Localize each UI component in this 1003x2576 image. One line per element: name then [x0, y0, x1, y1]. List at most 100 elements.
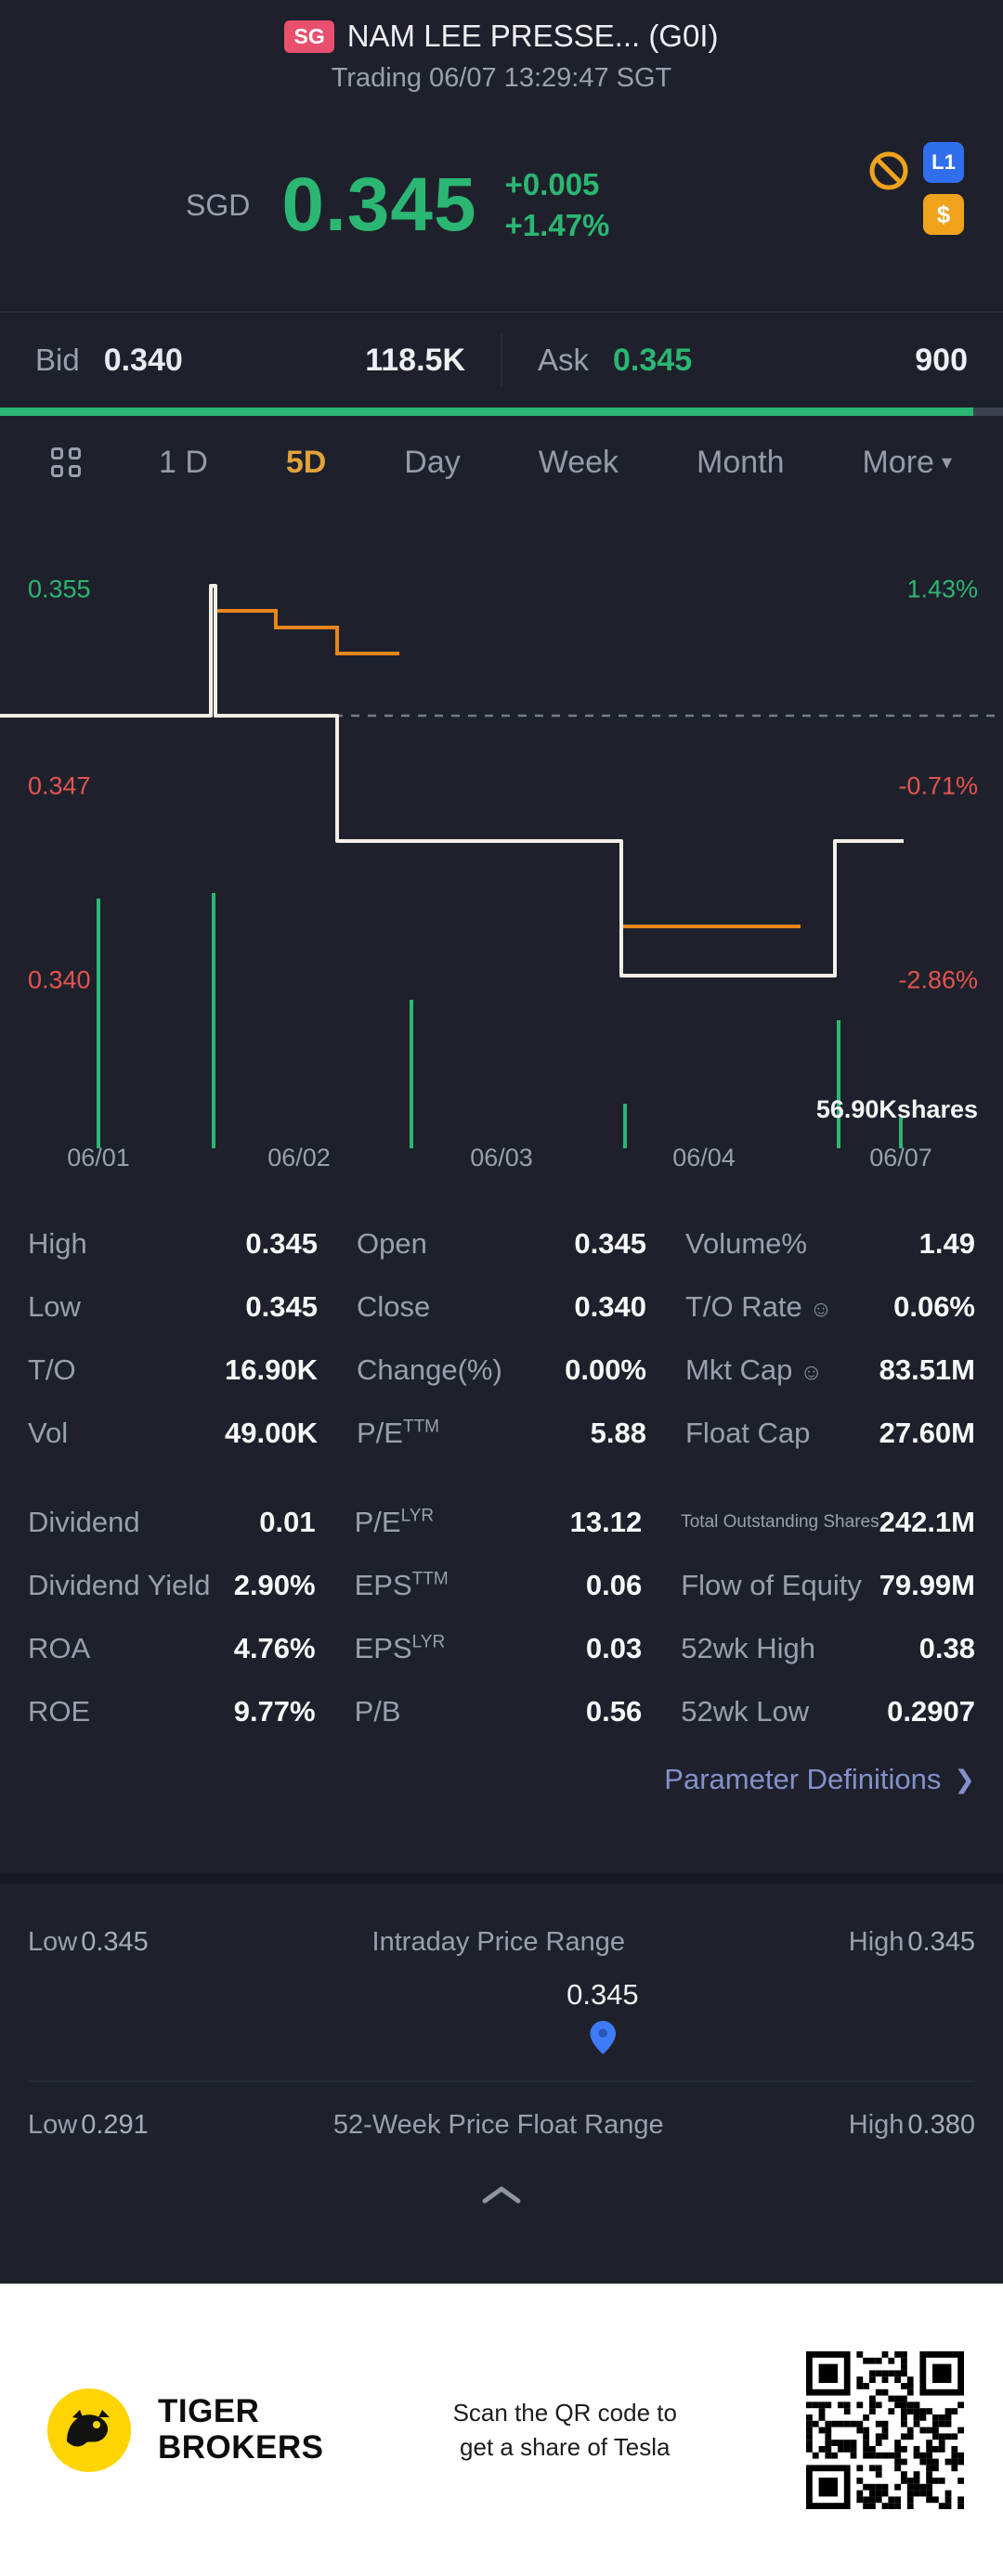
stat-value: 0.01: [259, 1506, 316, 1538]
brand-line1: TIGER: [158, 2393, 260, 2429]
parameter-definitions-link[interactable]: Parameter Definitions ❯: [28, 1758, 975, 1801]
tab-month[interactable]: Month: [697, 444, 785, 480]
stat-dividend-yield: Dividend Yield 2.90%: [28, 1554, 316, 1617]
stat-value: 0.345: [245, 1290, 318, 1323]
tab-day[interactable]: Day: [404, 444, 461, 480]
location-pin-icon: [590, 2021, 616, 2054]
stat-roe: ROE 9.77%: [28, 1680, 316, 1743]
parameter-definitions-label: Parameter Definitions: [664, 1763, 942, 1795]
tab-week[interactable]: Week: [538, 444, 619, 480]
y-axis-price-low: 0.340: [28, 965, 91, 994]
currency-conversion-badge[interactable]: $: [923, 194, 964, 235]
last-price: 0.345: [281, 162, 477, 247]
title-row: SG NAM LEE PRESSE... (G0I): [0, 19, 1003, 54]
intraday-range-row: Low 0.345 Intraday Price Range High 0.345: [28, 1927, 975, 1958]
tab-5d[interactable]: 5D: [285, 444, 327, 480]
stat-value: 0.56: [585, 1695, 643, 1728]
x-axis-date: 06/03: [470, 1144, 533, 1171]
collapse-button[interactable]: [474, 2183, 529, 2206]
stat-eps-lyr: EPSLYR 0.03: [355, 1617, 643, 1680]
stat-value: 79.99M: [879, 1569, 975, 1601]
week52-high: High 0.380: [848, 2110, 975, 2140]
l1-quote-badge[interactable]: L1: [923, 142, 964, 183]
qr-code: [806, 2350, 964, 2509]
tab-more[interactable]: More ▾: [862, 445, 952, 481]
info-icon[interactable]: ☺: [809, 1297, 833, 1322]
volume-share-label: 56.90Kshares: [815, 1095, 978, 1123]
y-axis-price-high: 0.355: [28, 575, 91, 603]
stat-p-e-ttm: P/ETTM 5.88: [357, 1402, 646, 1465]
price-change: +0.005: [504, 167, 600, 201]
current-price-label: 0.345: [567, 1978, 639, 2011]
y-axis-pct-mid: -0.71%: [898, 771, 978, 800]
section-divider: [0, 1873, 1003, 1884]
bid-price: 0.340: [103, 342, 183, 378]
stat-p-b: P/B 0.56: [355, 1680, 643, 1743]
stat-label: Change(%): [357, 1353, 502, 1386]
brand-line2: BROKERS: [158, 2428, 324, 2466]
chart-canvas[interactable]: [0, 524, 1003, 1188]
stat-value: 9.77%: [233, 1695, 316, 1728]
stat-open: Open 0.345: [357, 1212, 646, 1275]
ask-label: Ask: [538, 343, 590, 377]
stat-label: Dividend Yield: [28, 1569, 211, 1601]
stat-label: 52wk Low: [681, 1695, 810, 1728]
info-icon[interactable]: ☺: [800, 1360, 823, 1385]
price-chart[interactable]: 0.355 0.347 0.340 1.43% -0.71% -2.86% 56…: [0, 524, 1003, 1188]
stat-label: Close: [357, 1290, 431, 1323]
stat-flow-of-equity: Flow of Equity 79.99M: [681, 1554, 975, 1617]
bid-side[interactable]: Bid 0.340 118.5K: [0, 343, 501, 379]
tab-1d[interactable]: 1 D: [158, 444, 208, 480]
stat-value: 83.51M: [879, 1353, 975, 1386]
stat-label: Float Cap: [685, 1417, 811, 1449]
exchange-badge: SG: [284, 19, 334, 53]
stat-value: 4.76%: [233, 1632, 316, 1664]
stat-value: 0.38: [918, 1632, 975, 1664]
stat-mkt-cap: Mkt Cap ☺ 83.51M: [685, 1339, 975, 1402]
bid-label: Bid: [35, 343, 80, 377]
stat-roa: ROA 4.76%: [28, 1617, 316, 1680]
week52-slider: 0.345: [28, 1978, 975, 2088]
ask-side[interactable]: Ask 0.345 900: [502, 343, 1003, 379]
stat-value: 0.06%: [893, 1290, 975, 1323]
week52-range-title: 52-Week Price Float Range: [332, 2110, 664, 2140]
trading-status: Trading 06/07 13:29:47 SGT: [331, 63, 672, 93]
vertical-divider: [501, 334, 502, 386]
stat-value: 2.90%: [233, 1569, 316, 1601]
stats-panel: High 0.345 Open 0.345 Volume% 1.49 Low 0.345 Clo…: [0, 1212, 1003, 1801]
period-tabs: 1 D 5D Day Week Month More ▾: [0, 416, 1003, 509]
stat-low: Low 0.345: [28, 1275, 318, 1339]
brand-name: TIGER BROKERS: [158, 2393, 324, 2466]
stat-label: ROA: [28, 1632, 91, 1664]
stat-value: 0.06: [585, 1569, 643, 1601]
chevron-up-icon: [482, 2186, 521, 2204]
stat-value: 0.2907: [887, 1695, 975, 1728]
stat-label: Mkt Cap ☺: [685, 1353, 823, 1386]
bid-ask-panel[interactable]: Bid 0.340 118.5K Ask 0.345 900: [0, 313, 1003, 408]
stat-eps-ttm: EPSTTM 0.06: [355, 1554, 643, 1617]
stat-value: 5.88: [590, 1417, 646, 1449]
current-price-marker: 0.345: [567, 1978, 639, 2059]
stat-label: EPSTTM: [354, 1569, 449, 1601]
stat-label: Low: [28, 1290, 81, 1323]
stat-52wk-high: 52wk High 0.38: [681, 1617, 975, 1680]
stat-label: Open: [357, 1227, 427, 1260]
week52-range-row: Low 0.291 52-Week Price Float Range High 0…: [28, 2110, 975, 2141]
quote-section: SGD 0.345 +0.005 +1.47% L1 $: [0, 131, 1003, 279]
stat-volume: Volume% 1.49: [685, 1212, 975, 1275]
prohibited-icon[interactable]: [867, 149, 910, 197]
stat-t-o: T/O 16.90K: [28, 1339, 318, 1402]
qr-caption: Scan the QR code to get a share of Tesla: [452, 2399, 677, 2461]
header: SG NAM LEE PRESSE... (G0I) Trading 06/07…: [0, 0, 1003, 94]
stat-float-cap: Float Cap 27.60M: [685, 1402, 975, 1465]
chart-layout-grid-icon[interactable]: [51, 447, 81, 477]
price-change-pct: +1.47%: [504, 208, 610, 242]
stat-label: Total Outstanding Shares: [681, 1512, 879, 1532]
stat-label: Volume%: [685, 1227, 807, 1260]
stats-grid-1: High 0.345 Open 0.345 Volume% 1.49 Low 0.345 Clo…: [28, 1212, 975, 1465]
stat-label: ROE: [28, 1695, 91, 1728]
y-axis-price-mid: 0.347: [28, 771, 91, 800]
stat-label: Dividend: [28, 1506, 140, 1538]
stat-dividend: Dividend 0.01: [28, 1491, 316, 1554]
currency-label: SGD: [186, 188, 251, 222]
